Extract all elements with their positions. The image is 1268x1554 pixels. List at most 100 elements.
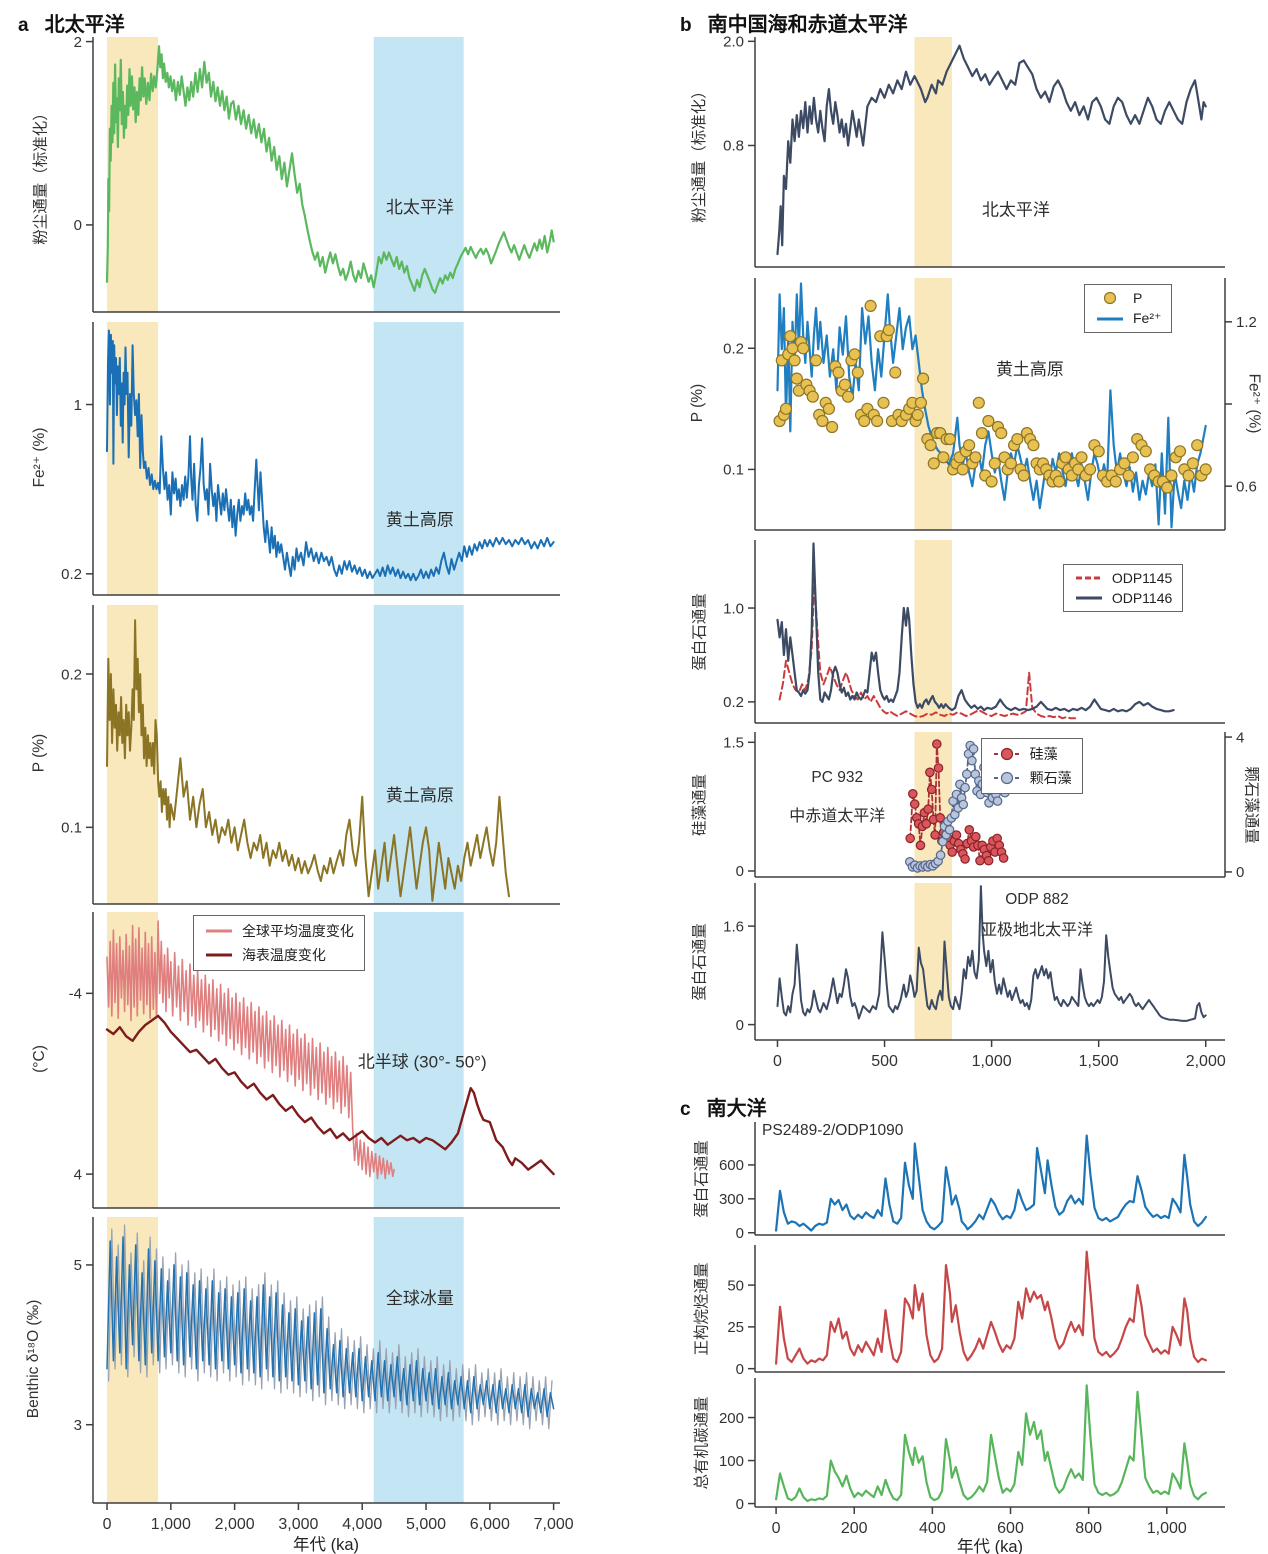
marker-diatom-flux	[960, 854, 970, 864]
chart-b3-opal-flux: 1.0 0.2 ODP1145 ODP1146	[723, 540, 1225, 724]
marker-p-dots	[1199, 463, 1212, 476]
x-tick-label: 0	[772, 1520, 781, 1537]
legend-label: 全球平均温度变化	[241, 922, 354, 939]
marker-coccolith-flux	[944, 825, 955, 835]
marker-p-dots	[1191, 439, 1204, 452]
marker-p-dots	[790, 372, 803, 385]
marker-p-dots	[1084, 463, 1097, 476]
marker-p-dots	[825, 420, 839, 434]
marker-p-dots	[797, 342, 810, 355]
marker-p-dots	[1161, 481, 1174, 494]
legend-swatch-dot-icon	[1103, 292, 1117, 305]
chart-a4-temperature: -4 4 北半球 (30°- 50°) 全球平均温度变化 海表温度变化	[69, 912, 560, 1209]
chart-c3-toc-svg: 200 100 0 0 200 400 600 800 1,000	[719, 1378, 1225, 1537]
marker-p-dots	[822, 402, 836, 415]
marker-diatom-flux	[905, 833, 915, 844]
chart-b1-dust-flux-svg: 2.0 0.8 北太平洋	[723, 34, 1225, 268]
x-tick-label: 500	[871, 1053, 898, 1070]
legend-swatch-line-icon	[1075, 596, 1102, 600]
marker-p-dots	[1186, 457, 1199, 470]
marker-coccolith-flux	[962, 769, 972, 779]
marker-diatom-flux	[998, 853, 1009, 863]
y-tick-label: 0.1	[61, 820, 82, 837]
y-tick-label: 600	[719, 1157, 744, 1174]
x-tick-label: 1,500	[1079, 1053, 1119, 1070]
marker-p-dots	[882, 323, 895, 337]
b2-ylabel-right: Fe²⁺ (%)	[1245, 373, 1263, 434]
marker-diatom-flux	[947, 847, 957, 857]
series-dust-flux-north-pacific-b	[776, 44, 1207, 256]
panel-b-key: b	[680, 15, 692, 36]
annotation: 中赤道太平洋	[789, 807, 885, 825]
marker-coccolith-flux	[992, 796, 1003, 806]
marker-diatom-flux	[964, 825, 975, 835]
x-tick-label: 200	[841, 1520, 868, 1537]
marker-diatom-flux	[925, 767, 935, 778]
legend-label: 海表温度变化	[241, 946, 326, 963]
marker-diatom-flux	[935, 813, 945, 823]
legend-swatch-dotline-icon	[993, 747, 1020, 760]
legend-label: 颗石藻	[1029, 769, 1072, 786]
y-tick-label: 100	[719, 1453, 744, 1470]
annotation: 黄土高原	[386, 510, 454, 529]
legend-swatch-line-icon	[205, 929, 232, 933]
x-tick-label: 600	[997, 1520, 1024, 1537]
legend-label: ODP1145	[1111, 569, 1173, 586]
marker-p-dots	[870, 414, 884, 428]
marker-p-dots	[877, 396, 890, 409]
a2-ylabel: Fe²⁺ (%)	[31, 427, 48, 488]
marker-p-dots	[809, 354, 823, 367]
annotation: 北半球 (30°- 50°)	[358, 1052, 487, 1071]
marker-p-dots	[1027, 439, 1040, 452]
y-tick-label: 0.2	[61, 666, 82, 683]
marker-p-dots	[917, 372, 930, 385]
marker-p-dots	[1126, 451, 1139, 464]
marker-diatom-flux	[909, 799, 920, 809]
legend-swatch-line-icon	[1097, 317, 1123, 321]
y-tick-label: 1.5	[723, 735, 744, 752]
annotation: 北太平洋	[386, 198, 454, 217]
legend-label: P	[1133, 290, 1143, 307]
panel-a-key: a	[18, 15, 29, 36]
y-tick-label: 200	[719, 1410, 744, 1427]
marker-p-dots	[841, 390, 855, 403]
panel-a-xlabel: 年代 (ka)	[293, 1536, 359, 1554]
x-tick-label: 800	[1075, 1520, 1102, 1537]
x-tick-label: 4,000	[342, 1516, 382, 1533]
y-tick-label-right: 0	[1236, 864, 1244, 881]
series-benthic-d18o-raw	[107, 1224, 553, 1430]
legend-entry: 颗石藻	[992, 768, 1072, 788]
marker-p-dots	[937, 451, 950, 464]
legend: 全球平均温度变化 海表温度变化	[192, 914, 365, 971]
y-tick-label: 0.2	[61, 566, 82, 583]
b2-ylabel-left: P (%)	[689, 383, 706, 423]
panel-c-xlabel: 年代 (ka)	[957, 1538, 1023, 1554]
chart-c1-opal-flux-svg: 600 300 0 PS2489-2/ODP1090	[719, 1122, 1225, 1242]
y-tick-label: 1.6	[723, 918, 744, 935]
marker-p-dots	[1053, 475, 1066, 488]
legend-entry: 海表温度变化	[204, 945, 354, 965]
y-tick-label: 1	[74, 397, 82, 414]
marker-p-dots	[972, 396, 985, 409]
marker-p-dots	[914, 396, 927, 409]
x-tick-label: 0	[773, 1053, 782, 1070]
marker-diatom-flux	[971, 831, 981, 842]
marker-p-dots	[1182, 469, 1195, 482]
panel-c-key: c	[680, 1099, 691, 1120]
marker-p-dots	[988, 457, 1001, 470]
marker-p-dots	[995, 427, 1008, 440]
chart-a3-p-svg: 0.2 0.1 黄土高原	[61, 605, 560, 905]
y-tick-label: 0	[736, 1496, 744, 1513]
a1-ylabel: 粉尘通量（标准化）	[32, 105, 50, 245]
panel-c-title: 南大洋	[706, 1098, 767, 1120]
y-tick-label: 0	[74, 217, 82, 234]
chart-b3-opal-flux-svg: 1.0 0.2	[723, 540, 1225, 724]
y-tick-label: 0.1	[723, 462, 744, 479]
b5-ylabel: 蛋白石通量	[691, 923, 709, 1001]
chart-a1-dust-flux-svg: 2 0 北太平洋	[74, 34, 560, 313]
marker-diatom-flux	[921, 819, 932, 829]
annotation: PC 932	[811, 769, 863, 786]
y-tick-label: 2.0	[723, 34, 744, 51]
x-tick-label: 400	[919, 1520, 946, 1537]
